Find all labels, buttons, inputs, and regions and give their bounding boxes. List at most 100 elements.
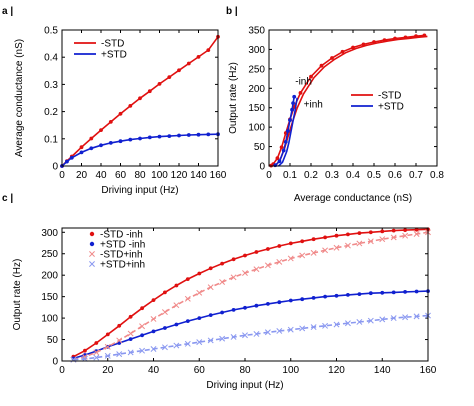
data-point: [309, 74, 313, 79]
data-point: [231, 308, 236, 312]
data-point: [208, 266, 213, 271]
legend-label: +STD+inh: [100, 260, 145, 271]
y-tick-label: 250: [41, 249, 58, 260]
series-line-4: [73, 314, 429, 361]
y-tick-label: 200: [41, 271, 58, 282]
data-point: [340, 49, 345, 54]
legend-label: +STD -inh: [100, 240, 145, 251]
data-point: [264, 262, 271, 269]
data-point: [283, 140, 288, 144]
data-point: [254, 303, 259, 308]
data-point: [108, 120, 113, 124]
series-line-2: [73, 290, 429, 360]
data-point: [322, 247, 329, 254]
data-point: [299, 252, 306, 259]
data-point: [266, 247, 270, 251]
panel-a-y-axis-label: Average conductance (nS): [14, 39, 25, 157]
data-point: [127, 330, 134, 337]
x-tick-label: 40: [148, 365, 160, 376]
data-point: [184, 295, 191, 302]
panel-b-chart: b | 0 0.1 0.2 0.3 0.4 0.5 0.6 0.7 0.8 0 50 100 150 20…: [226, 6, 444, 204]
data-point: [206, 48, 211, 52]
y-tick-label: 300: [41, 228, 58, 239]
x-tick-label: 0: [59, 365, 65, 376]
panel-a-label: a |: [2, 6, 13, 17]
data-point: [367, 317, 374, 324]
data-point: [323, 235, 327, 240]
data-point: [219, 335, 226, 342]
data-point: [403, 290, 407, 294]
data-point: [138, 96, 142, 101]
data-point: [380, 290, 385, 295]
data-point: [254, 250, 259, 254]
data-point: [266, 302, 270, 306]
panel-b-axes-frame: [268, 29, 438, 167]
data-point: [333, 321, 340, 328]
data-point: [161, 344, 168, 351]
data-point: [243, 305, 247, 310]
data-point: [367, 238, 374, 245]
legend-label: -STD+inh: [100, 250, 143, 261]
data-point: [346, 293, 350, 297]
x-tick-label: 0: [59, 170, 65, 181]
data-point: [290, 107, 294, 112]
legend-label: +STD: [378, 102, 404, 113]
data-point: [89, 146, 94, 151]
data-point: [208, 313, 213, 317]
data-point: [157, 134, 162, 139]
x-tick-label: 40: [95, 170, 107, 181]
data-point: [174, 322, 179, 327]
x-tick-label: 120: [328, 365, 345, 376]
data-point: [330, 56, 334, 60]
data-point: [150, 316, 157, 322]
data-point: [220, 310, 225, 315]
x-tick-label: 160: [420, 365, 437, 376]
data-point: [151, 298, 156, 302]
data-point: [414, 34, 418, 39]
data-point: [333, 244, 340, 251]
data-point: [319, 63, 324, 68]
x-tick-label: 140: [374, 365, 391, 376]
data-point: [298, 91, 303, 95]
series-line-2-inh: [277, 97, 298, 167]
data-point: [167, 134, 172, 139]
data-point: [206, 132, 211, 137]
data-point: [322, 322, 329, 329]
data-point: [89, 136, 94, 141]
series-line-1: [73, 228, 429, 358]
data-point: [413, 313, 420, 320]
x-tick-label: 60: [194, 365, 206, 376]
data-point: [390, 315, 397, 322]
data-point: [196, 132, 201, 137]
data-point: [186, 133, 191, 137]
data-point: [264, 329, 271, 336]
data-point: [139, 323, 146, 330]
data-point: [351, 45, 355, 50]
y-tick-label: 300: [248, 45, 265, 56]
data-point: [177, 133, 181, 138]
panel-c-chart: c | 0 20 40 60 80 100 120 140 160 0 50 100 150 200 250…: [2, 193, 437, 391]
data-point: [116, 337, 123, 344]
data-point: [379, 236, 386, 243]
data-point: [157, 82, 162, 86]
data-point: [361, 42, 366, 47]
data-point: [220, 261, 225, 266]
y-tick-label: 250: [248, 64, 265, 75]
x-tick-label: 0.4: [346, 170, 360, 181]
data-point: [356, 240, 363, 247]
data-point: [390, 234, 397, 241]
data-point: [300, 297, 305, 302]
data-point: [379, 316, 386, 323]
legend-marker: [89, 231, 95, 237]
data-point: [288, 118, 292, 122]
data-point: [275, 156, 280, 161]
data-point: [391, 228, 396, 233]
data-point: [99, 143, 103, 148]
data-point: [99, 128, 103, 133]
data-point: [299, 325, 306, 332]
data-point: [334, 293, 339, 298]
x-tick-label: 100: [282, 365, 299, 376]
data-point: [150, 346, 157, 352]
data-point: [277, 159, 282, 164]
data-point: [219, 279, 226, 286]
